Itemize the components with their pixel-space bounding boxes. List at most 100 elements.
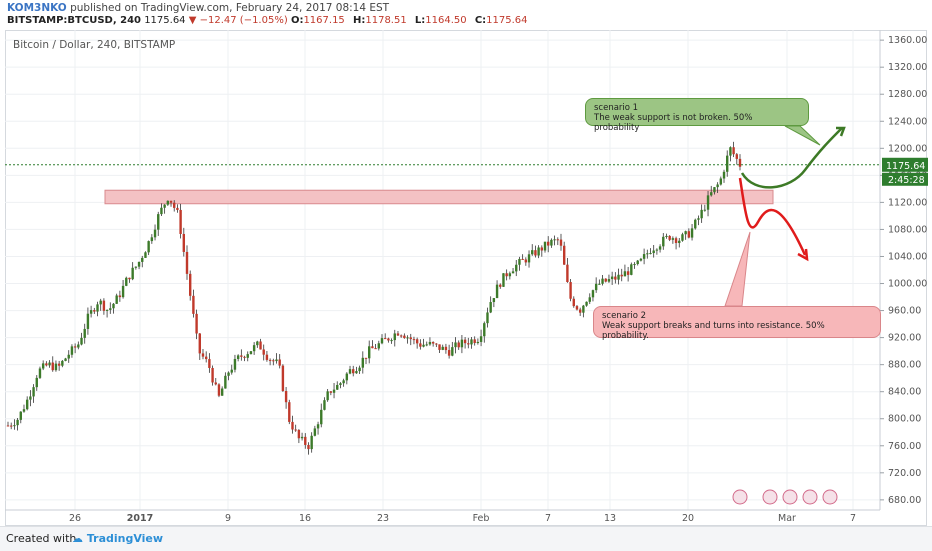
candle-body xyxy=(540,247,544,251)
candle-body xyxy=(387,338,390,341)
candle-body xyxy=(268,359,272,361)
candle-body xyxy=(710,192,713,196)
candle-body xyxy=(220,388,224,396)
candle-body xyxy=(716,184,719,188)
candle-body xyxy=(380,338,384,344)
candle-body xyxy=(224,375,227,389)
candle-body xyxy=(73,346,77,348)
candle-body xyxy=(189,273,192,296)
resistance-zone xyxy=(104,189,774,205)
candle-body xyxy=(9,425,13,427)
candle-body xyxy=(633,264,636,266)
symbol-label: BITSTAMP:BTCUSD, 240 xyxy=(7,15,141,26)
candle-body xyxy=(272,360,275,362)
candle-body xyxy=(198,333,201,354)
candle-body xyxy=(364,357,368,359)
tradingview-logo[interactable]: ☁ TradingView xyxy=(72,532,164,545)
time-tick-label: 7 xyxy=(545,513,551,524)
candle-body xyxy=(738,158,742,167)
chart-title: Bitcoin / Dollar, 240, BITSTAMP xyxy=(13,39,176,51)
candle-body xyxy=(163,204,166,208)
time-tick-label: 2017 xyxy=(127,513,153,524)
candle-body xyxy=(256,341,259,346)
price-tick-label: 1360.00 xyxy=(888,35,927,46)
candle-body xyxy=(678,240,681,244)
price-chart[interactable]: 1360.001320.001280.001240.001200.001160.… xyxy=(0,0,932,526)
candle-body xyxy=(729,147,732,156)
candle-body xyxy=(409,337,412,340)
candle-body xyxy=(141,257,144,262)
scenario-2-arrowhead xyxy=(797,248,809,262)
author-name[interactable]: KOM3NKO xyxy=(7,2,67,14)
candle-body xyxy=(655,249,659,251)
candle-body xyxy=(54,363,58,371)
candle-body xyxy=(713,187,716,193)
candle-body xyxy=(204,356,208,360)
scenario-2-curve xyxy=(738,177,807,256)
candle-body xyxy=(515,264,518,272)
candle-body xyxy=(668,235,671,240)
candle-body xyxy=(275,359,278,362)
time-tick-label: 20 xyxy=(682,513,694,524)
chart-frame[interactable] xyxy=(5,30,927,526)
candle-body xyxy=(428,341,432,345)
candle-body xyxy=(227,372,230,376)
scenario-1-note[interactable]: scenario 1 The weak support is not broke… xyxy=(585,98,809,133)
candle-body xyxy=(25,399,29,410)
candle-body xyxy=(444,346,448,351)
candle-body xyxy=(233,358,237,370)
candle-body xyxy=(476,341,480,344)
candle-body xyxy=(144,252,147,258)
current-price-label: 1175.64 xyxy=(886,161,925,172)
brand-name: TradingView xyxy=(86,532,164,545)
candle-body xyxy=(422,344,425,347)
candle-body xyxy=(454,342,457,348)
time-tick-label: Mar xyxy=(778,513,796,524)
candle-body xyxy=(166,200,170,205)
candle-body xyxy=(6,425,10,427)
candle-body xyxy=(623,271,627,277)
candle-body xyxy=(48,362,51,366)
candle-body xyxy=(86,313,90,329)
candle-body xyxy=(393,333,396,341)
candle-body xyxy=(419,343,422,347)
candle-body xyxy=(425,344,428,346)
candle-body xyxy=(383,338,387,340)
candle-body xyxy=(300,436,304,439)
candle-body xyxy=(310,435,313,450)
candle-body xyxy=(348,369,352,374)
open-value: 1167.15 xyxy=(303,15,345,26)
candle-body xyxy=(211,367,214,383)
scenario-1-callout-tail xyxy=(784,125,821,146)
candle-body xyxy=(543,241,547,251)
candle-body xyxy=(316,424,320,429)
price-tick-label: 1320.00 xyxy=(888,62,927,73)
candle-body xyxy=(16,419,19,426)
candle-body xyxy=(671,238,675,240)
candle-body xyxy=(518,258,521,265)
candle-body xyxy=(399,335,403,337)
candle-body xyxy=(13,425,16,427)
scenario-2-note[interactable]: scenario 2 Weak support breaks and turns… xyxy=(593,306,881,341)
time-tick-label: 9 xyxy=(225,513,231,524)
scenario-1-text: The weak support is not broken. 50% prob… xyxy=(594,113,753,133)
candle-body xyxy=(368,346,371,359)
candle-body xyxy=(262,349,265,355)
candle-body xyxy=(217,384,221,396)
price-tick-label: 720.00 xyxy=(888,468,921,479)
candle-body xyxy=(102,300,106,311)
candle-body xyxy=(192,295,195,314)
price-tick-label: 760.00 xyxy=(888,441,921,452)
price-tick-label: 1000.00 xyxy=(888,279,927,290)
price-tick-label: 1240.00 xyxy=(888,116,927,127)
low-label: L: xyxy=(414,15,426,26)
close-value: 1175.64 xyxy=(486,15,528,26)
candle-body xyxy=(342,380,345,384)
candle-body xyxy=(722,171,726,179)
scenario-2-title: scenario 2 xyxy=(602,311,647,321)
time-tick-label: 7 xyxy=(850,513,856,524)
current-price-badge xyxy=(882,157,928,172)
candle-body xyxy=(105,309,109,311)
candle-body xyxy=(336,384,339,390)
candle-body xyxy=(358,367,361,372)
